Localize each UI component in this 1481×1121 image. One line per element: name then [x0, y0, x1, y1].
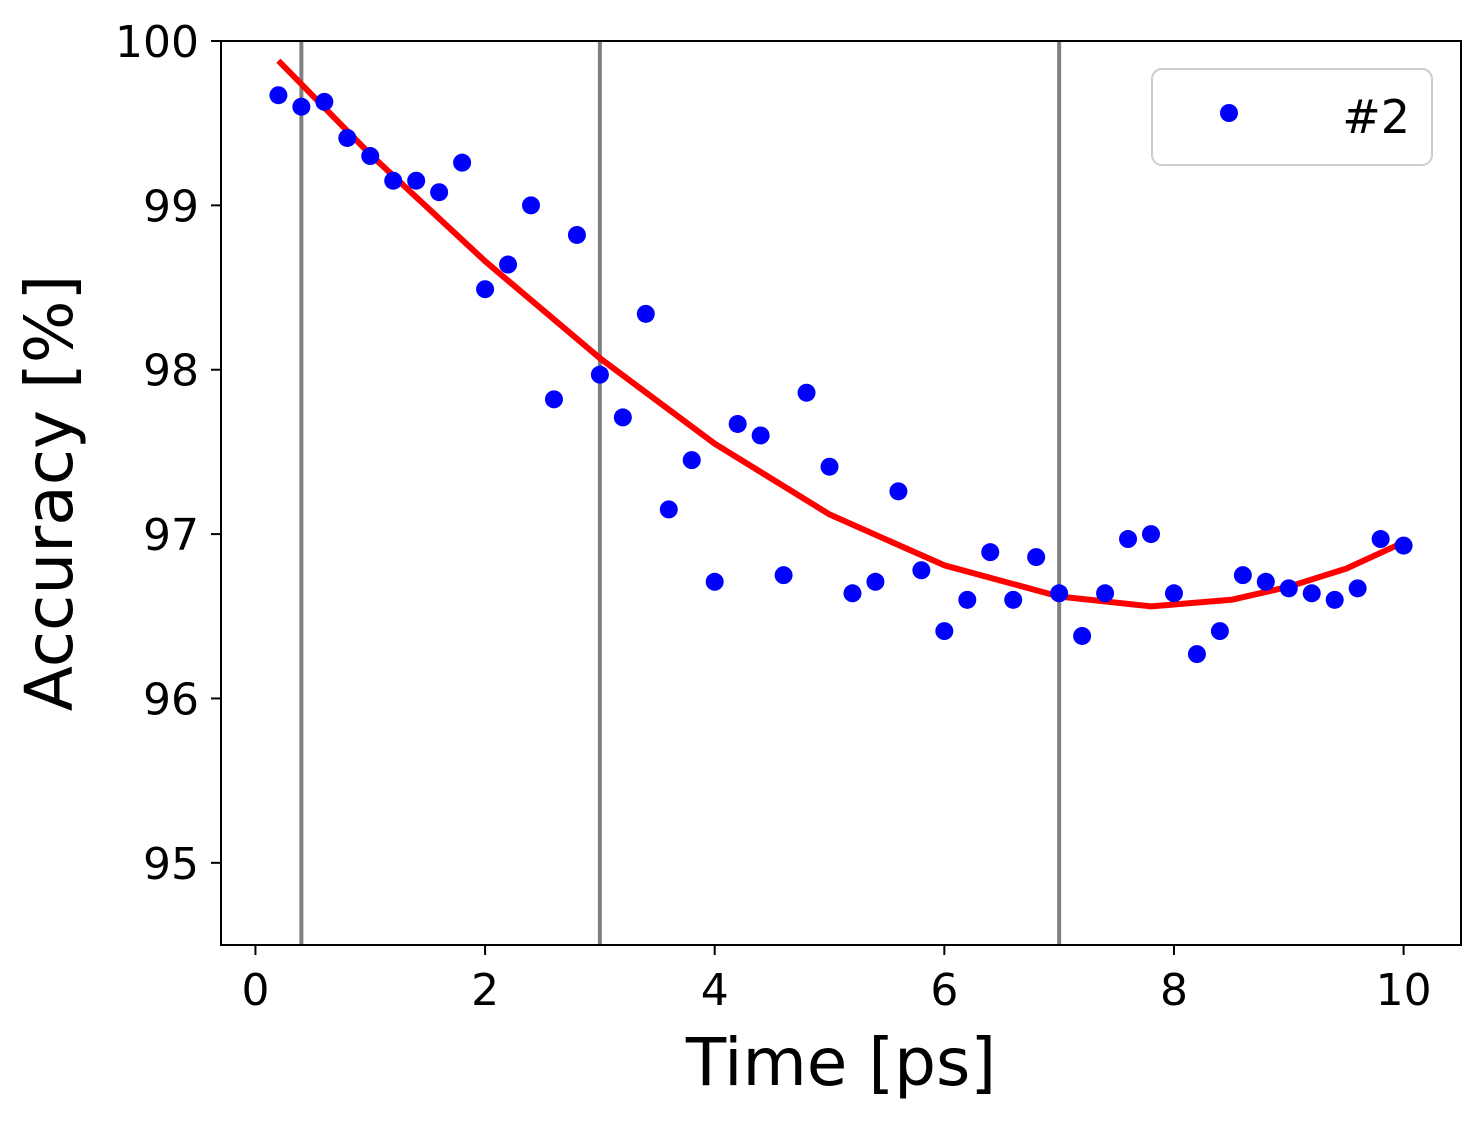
data-point — [1325, 590, 1344, 609]
data-point — [1050, 584, 1069, 603]
y-tick-label: 98 — [143, 346, 199, 397]
y-tick-label: 100 — [115, 17, 199, 68]
data-point — [889, 482, 908, 501]
data-point — [1279, 579, 1298, 598]
data-point — [1256, 572, 1275, 591]
data-point — [1004, 590, 1023, 609]
data-point — [361, 147, 380, 166]
data-point — [1348, 579, 1367, 598]
data-point — [1142, 525, 1160, 544]
data-point — [1371, 530, 1390, 549]
data-point — [1302, 584, 1321, 603]
data-point — [728, 414, 747, 433]
data-point — [774, 566, 793, 585]
data-point — [682, 451, 701, 470]
data-point — [338, 128, 357, 147]
y-axis-title: Accuracy [%] — [11, 275, 88, 712]
y-tick-label: 99 — [143, 181, 199, 232]
x-axis-title: Time [ps] — [685, 1024, 996, 1101]
x-tick-label: 6 — [930, 965, 958, 1016]
data-point — [1073, 626, 1092, 645]
x-tick-label: 8 — [1160, 965, 1188, 1016]
data-point — [1164, 584, 1183, 603]
data-point — [912, 561, 931, 580]
data-point — [1027, 548, 1046, 567]
data-points — [269, 86, 1413, 664]
x-tick-label: 0 — [241, 965, 269, 1016]
data-point — [292, 97, 311, 116]
data-point — [751, 426, 770, 445]
legend-box — [1151, 68, 1433, 166]
x-tick-label: 4 — [701, 965, 729, 1016]
x-tick-label: 2 — [471, 965, 499, 1016]
legend: #2 — [1151, 68, 1433, 166]
data-point — [935, 622, 954, 641]
legend-label: #2 — [1342, 90, 1410, 144]
data-point — [1394, 536, 1413, 555]
data-point — [544, 390, 563, 409]
data-point — [522, 196, 540, 215]
data-point — [636, 304, 655, 323]
data-point — [384, 171, 403, 190]
data-point — [797, 383, 816, 402]
data-point — [453, 153, 472, 172]
y-axis-ticks: 95 96 97 98 99 100 — [115, 17, 221, 890]
data-point — [705, 572, 724, 591]
y-tick-label: 97 — [143, 510, 199, 561]
y-tick-label: 95 — [143, 839, 199, 890]
data-point — [315, 92, 334, 111]
data-point — [843, 584, 862, 603]
data-point — [1233, 566, 1252, 585]
data-point — [476, 280, 495, 299]
vertical-reference-lines — [299, 41, 1062, 945]
data-point — [659, 500, 678, 519]
data-point — [613, 408, 632, 427]
data-point — [567, 225, 586, 244]
data-point — [866, 572, 885, 591]
data-point — [958, 590, 977, 609]
data-point — [1210, 622, 1229, 641]
y-tick-label: 96 — [143, 674, 199, 725]
data-point — [1119, 530, 1138, 549]
x-tick-label: 10 — [1376, 965, 1432, 1016]
data-point — [269, 86, 288, 105]
data-point — [590, 365, 609, 384]
data-point — [499, 255, 518, 274]
data-point — [407, 171, 426, 190]
x-axis-ticks: 0 2 4 6 8 10 — [241, 945, 1432, 1016]
plot-frame — [220, 40, 1462, 946]
data-point — [820, 457, 839, 476]
data-point — [430, 183, 449, 202]
legend-marker — [1220, 104, 1238, 122]
data-point — [981, 543, 1000, 562]
data-point — [1187, 645, 1206, 664]
data-point — [1096, 584, 1115, 603]
